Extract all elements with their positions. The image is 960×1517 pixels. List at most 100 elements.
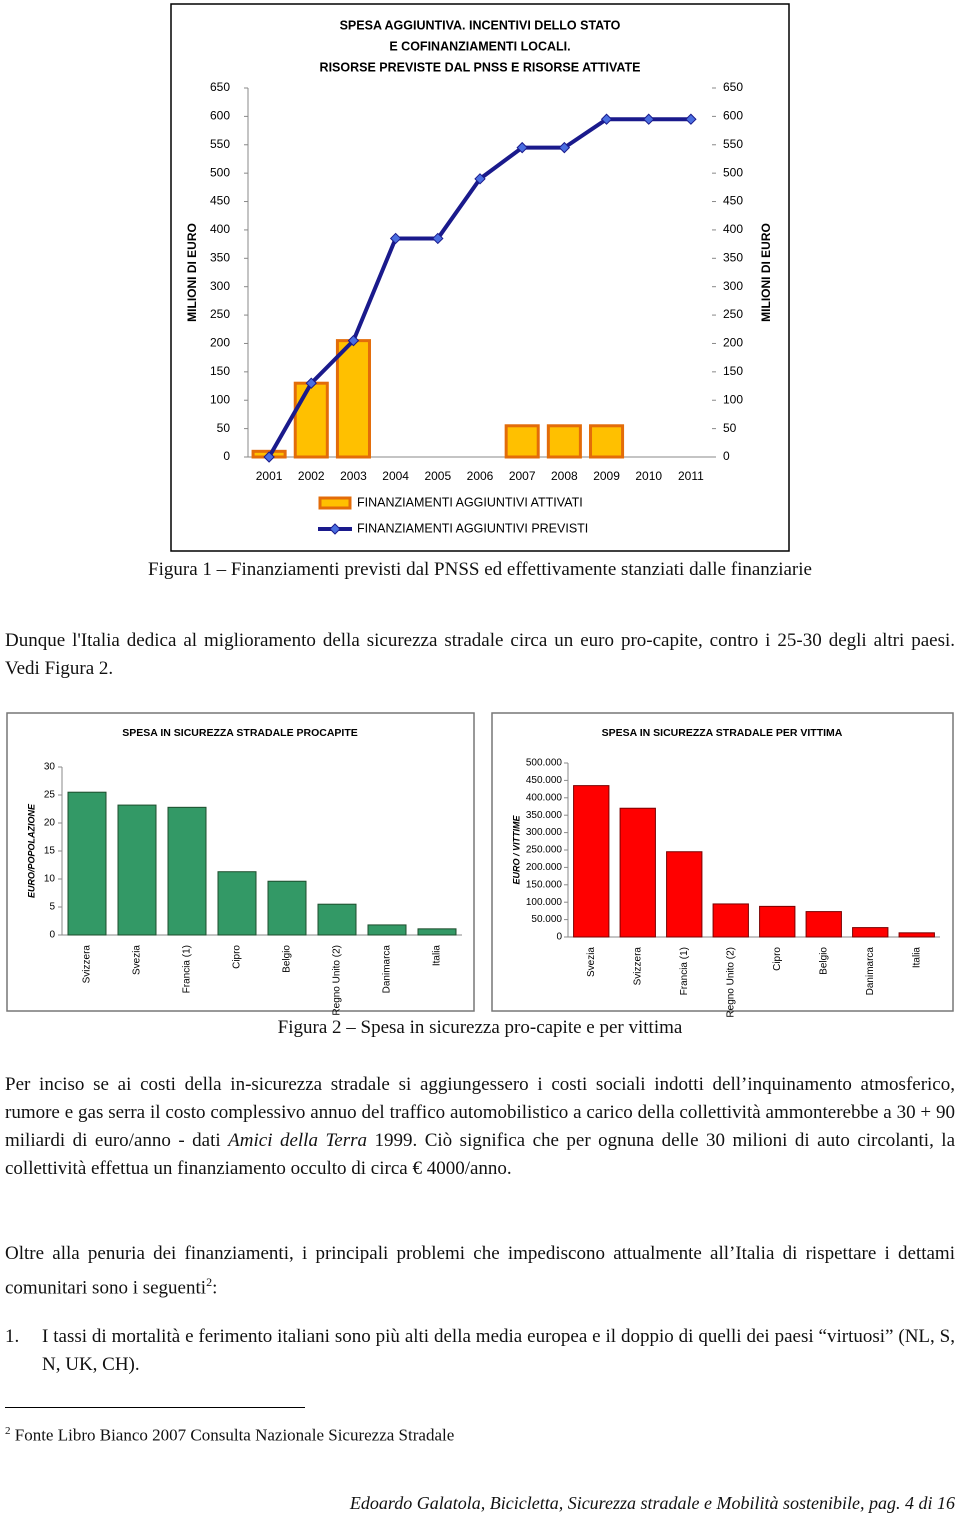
chart-title: SPESA IN SICUREZZA STRADALE PROCAPITE [122, 727, 358, 739]
x-tick-label: Svezia [132, 945, 143, 975]
legend-marker [329, 523, 341, 535]
bar [117, 804, 157, 936]
bar [573, 785, 610, 938]
paragraph: Per inciso se ai costi della in-sicurezz… [5, 1071, 955, 1183]
x-tick-label: 2011 [678, 469, 704, 483]
x-tick-label: 2003 [340, 469, 367, 483]
x-tick-label: Belgio [818, 947, 829, 975]
y-tick-label: 150 [723, 364, 743, 378]
chart-title: SPESA AGGIUNTIVA. INCENTIVI DELLO STATO [340, 18, 621, 32]
y-tick-label: 150 [210, 364, 230, 378]
marker [347, 334, 360, 347]
bar [712, 903, 749, 938]
marker [263, 451, 275, 463]
paragraph: Dunque l'Italia dedica al miglioramento … [5, 630, 955, 679]
y-tick-label: 0 [223, 449, 230, 463]
y-axis-label: MILIONI DI EURO [759, 223, 773, 322]
marker [516, 141, 528, 154]
figure-frame [491, 712, 954, 1012]
y-tick-label: 300 [210, 279, 230, 293]
y-tick-label: 250 [723, 307, 743, 321]
legend-label: FINANZIAMENTI AGGIUNTIVI ATTIVATI [357, 495, 583, 509]
x-tick-label: 2007 [509, 469, 536, 483]
x-tick-label: Italia [911, 947, 922, 969]
x-tick-label: Belgio [282, 945, 293, 973]
chart: SPESA IN SICUREZZA STRADALE PROCAPITE 0 5 1… [26, 727, 462, 1016]
y-tick-label: 500 [210, 165, 230, 179]
x-tick-label: 2006 [467, 469, 494, 483]
x-tick-label: 2008 [551, 469, 578, 483]
bar [546, 424, 582, 459]
bar [504, 424, 540, 459]
x-tick-label: Svizzera [632, 947, 643, 986]
x-tick-label: 2005 [424, 469, 451, 483]
footnote-text: Fonte Libro Bianco 2007 Consulta Naziona… [14, 1425, 455, 1445]
chart: SPESA AGGIUNTIVA. INCENTIVI DELLO STATO E… [185, 18, 773, 535]
x-tick-label: Danimarca [865, 947, 876, 996]
y-tick-label: 500.000 [526, 758, 563, 769]
marker [643, 113, 655, 125]
x-tick-label: Francia (1) [679, 947, 690, 995]
y-axis-label: EURO/POPOLAZIONE [26, 803, 36, 898]
caption: Figura 2 – Spesa in sicurezza pro-capite… [277, 1017, 683, 1038]
marker [432, 232, 444, 245]
bar [367, 924, 407, 936]
list-item: I tassi di mortalità e ferimento italian… [42, 1326, 955, 1375]
text: Per inciso se ai costi della in-sicurezz… [5, 1074, 955, 1151]
footer: Edoardo Galatola, Bicicletta, Sicurezza … [349, 1493, 955, 1513]
y-tick-label: 450 [723, 194, 743, 208]
bar [267, 880, 307, 936]
y-tick-label: 550 [723, 137, 743, 151]
x-tick-label: 2010 [635, 469, 662, 483]
x-tick-label: 2004 [382, 469, 409, 483]
bar [217, 871, 257, 936]
y-tick-label: 100 [210, 392, 230, 406]
x-tick-label: 2009 [593, 469, 620, 483]
y-tick-label: 200.000 [526, 862, 563, 873]
y-tick-label: 20 [44, 818, 56, 829]
y-tick-label: 450 [210, 194, 230, 208]
y-tick-label: 15 [44, 846, 56, 857]
marker [305, 377, 317, 389]
y-tick-label: 200 [723, 336, 743, 350]
y-tick-label: 100.000 [526, 897, 563, 908]
x-tick-label: Svezia [586, 947, 597, 977]
chart-title: E COFINANZIAMENTI LOCALI. [389, 39, 570, 53]
y-tick-label: 300.000 [526, 827, 563, 838]
bar [619, 807, 656, 938]
italic-text: Amici della Terra [228, 1130, 367, 1151]
y-tick-label: 350 [210, 250, 230, 264]
bar [805, 911, 842, 938]
y-tick-label: 300 [723, 279, 743, 293]
bar [759, 905, 796, 938]
y-tick-label: 10 [44, 874, 56, 885]
marker [600, 113, 613, 125]
x-tick-label: Cipro [772, 947, 783, 971]
x-tick-label: Svizzera [82, 945, 93, 984]
bar [167, 806, 207, 936]
figure-frame [170, 3, 790, 552]
bar [666, 851, 703, 938]
list-number: 1. [5, 1326, 20, 1347]
bar [67, 791, 107, 936]
y-tick-label: 150.000 [526, 879, 563, 890]
legend-label: FINANZIAMENTI AGGIUNTIVI PREVISTI [357, 521, 588, 535]
marker [685, 113, 697, 125]
y-tick-label: 450.000 [526, 775, 563, 786]
y-tick-label: 50 [217, 421, 231, 435]
text: 1999. Ciò significa che per ognuna delle… [5, 1130, 956, 1179]
marker [558, 141, 571, 154]
y-tick-label: 600 [723, 109, 743, 123]
y-tick-label: 0 [556, 932, 562, 943]
y-tick-label: 500 [723, 165, 743, 179]
x-tick-label: Regno Unito (2) [332, 945, 343, 1016]
y-tick-label: 400 [723, 222, 743, 236]
y-axis-label: MILIONI DI EURO [185, 223, 199, 322]
x-tick-label: 2002 [298, 469, 325, 483]
paragraph: Oltre alla penuria dei finanziamenti, i … [5, 1240, 955, 1302]
bar [898, 932, 935, 938]
y-tick-label: 400.000 [526, 792, 563, 803]
y-tick-label: 350.000 [526, 810, 563, 821]
bar [317, 903, 357, 936]
